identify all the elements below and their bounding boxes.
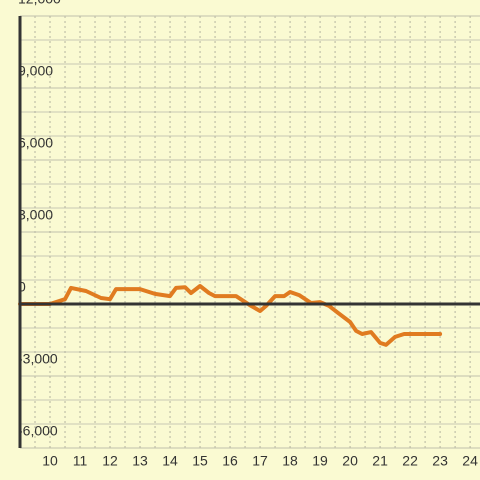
y-tick-label: 9,000 xyxy=(18,63,53,79)
grid xyxy=(20,15,480,449)
x-tick-label: 19 xyxy=(312,453,328,469)
y-tick-label: 6,000 xyxy=(18,135,53,151)
y-tick-label: 12,000 xyxy=(18,0,61,7)
y-tick-label: 3,000 xyxy=(18,207,53,223)
x-tick-label: 10 xyxy=(42,453,58,469)
x-tick-label: 22 xyxy=(402,453,418,469)
x-tick-label: 16 xyxy=(222,453,238,469)
x-tick-label: 15 xyxy=(192,453,208,469)
x-tick-label: 11 xyxy=(73,453,88,469)
x-tick-label: 13 xyxy=(132,453,148,469)
x-tick-label: 18 xyxy=(282,453,298,469)
x-tick-label: 17 xyxy=(252,453,268,469)
plot xyxy=(18,284,443,347)
x-tick-label: 21 xyxy=(372,453,388,469)
x-tick-label: 12 xyxy=(102,453,118,469)
line xyxy=(18,284,443,347)
x-tick-label: 24 xyxy=(462,453,478,469)
y-tick-label: -6,000 xyxy=(18,423,58,439)
y-tick-label: -3,000 xyxy=(18,351,58,367)
y-tick-label: 0 xyxy=(18,279,26,295)
x-tick-label: 20 xyxy=(342,453,358,469)
x-tick-label: 14 xyxy=(162,453,178,469)
x-tick-label: 23 xyxy=(432,453,448,469)
